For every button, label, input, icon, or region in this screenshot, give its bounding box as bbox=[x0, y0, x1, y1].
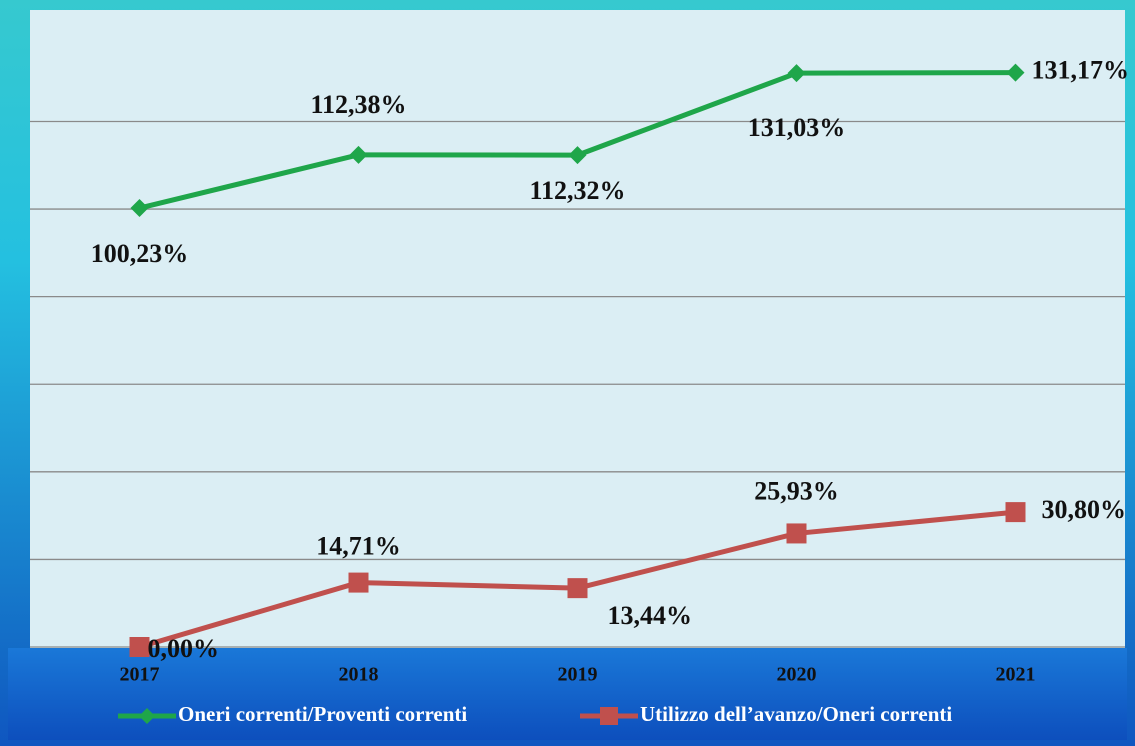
point-marker bbox=[787, 64, 806, 83]
point-marker bbox=[348, 572, 369, 593]
point-marker bbox=[129, 637, 150, 657]
data-label: 131,03% bbox=[748, 113, 846, 142]
point-marker bbox=[130, 199, 149, 218]
point-marker bbox=[567, 578, 588, 599]
data-label: 30,80% bbox=[1042, 495, 1127, 524]
point-marker bbox=[568, 146, 587, 165]
plot-area bbox=[30, 10, 1125, 648]
legend-label: Oneri correnti/Proventi correnti bbox=[178, 702, 467, 726]
data-label: 100,23% bbox=[91, 239, 189, 268]
data-label: 131,17% bbox=[1032, 56, 1130, 85]
data-label: 14,71% bbox=[316, 532, 401, 561]
data-label: 0,00% bbox=[148, 634, 220, 663]
data-label: 112,38% bbox=[310, 90, 406, 119]
x-tick-label: 2017 bbox=[120, 664, 160, 686]
legend-marker bbox=[139, 708, 155, 724]
data-label: 112,32% bbox=[529, 176, 625, 205]
x-tick-label: 2020 bbox=[777, 664, 817, 686]
x-tick-label: 2021 bbox=[996, 664, 1036, 686]
point-marker bbox=[1005, 502, 1026, 523]
point-marker bbox=[1006, 63, 1025, 82]
x-tick-label: 2018 bbox=[339, 664, 379, 686]
legend-marker bbox=[600, 707, 618, 725]
x-tick-label: 2019 bbox=[558, 664, 598, 686]
point-marker bbox=[349, 145, 368, 164]
footer-band bbox=[8, 648, 1127, 740]
data-label: 25,93% bbox=[754, 476, 839, 505]
legend-label: Utilizzo dell’avanzo/Oneri correnti bbox=[640, 702, 952, 726]
point-marker bbox=[786, 523, 807, 544]
data-label: 13,44% bbox=[608, 601, 693, 630]
